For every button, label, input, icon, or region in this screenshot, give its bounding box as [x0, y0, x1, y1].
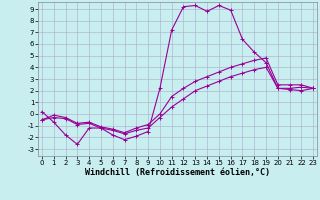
X-axis label: Windchill (Refroidissement éolien,°C): Windchill (Refroidissement éolien,°C) — [85, 168, 270, 177]
